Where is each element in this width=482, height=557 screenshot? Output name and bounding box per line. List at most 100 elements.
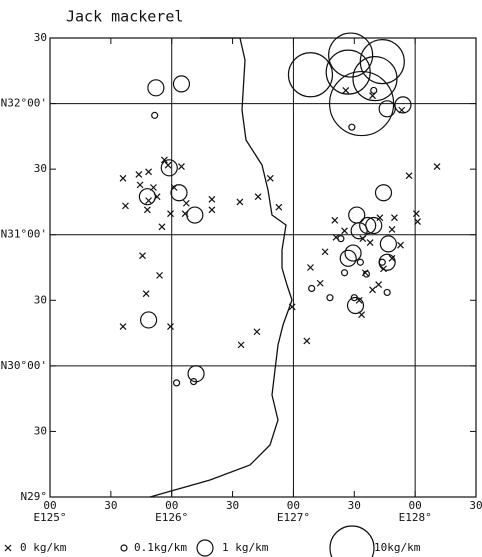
x-tick-label: 00 [43,499,56,512]
cross-marker [156,271,163,279]
cross-marker [388,254,396,262]
small-circle-marker [340,269,349,277]
cross-marker [275,203,283,211]
legend-label: 0.1kg/km [134,541,187,554]
circle-marker [378,253,396,271]
cross-marker [388,226,396,233]
circle-marker [147,79,165,97]
cross-marker [135,170,143,178]
x-tick-label: 30 [104,499,117,512]
circle-marker [196,539,214,557]
small-circle-marker [378,258,386,266]
circle-marker [339,249,357,267]
circle-marker [160,159,178,177]
legend-label: 10kg/km [374,541,421,554]
cross-marker [122,202,129,210]
x-tick-label: 30 [469,499,482,512]
circle-marker [139,311,158,329]
circle-marker [186,206,204,224]
large-circle-marker [328,32,374,78]
cross-marker [341,227,348,235]
cross-marker [160,156,168,164]
cross-marker [208,206,216,214]
cross-marker [321,248,329,256]
x-degree-label: E125° [33,511,66,524]
y-tick-label: 30 [34,293,47,306]
circle-marker [170,184,188,202]
cross-marker [139,252,146,260]
cross-marker [254,193,262,201]
x-degree-label: E126° [155,511,188,524]
small-circle-marker [337,235,345,243]
large-circle-marker [359,39,405,85]
large-circle-marker [325,49,371,95]
cross-marker [142,290,150,298]
small-circle-marker [326,294,334,302]
cross-marker [397,241,404,249]
large-circle-marker [328,70,395,137]
small-circle-marker [356,258,364,266]
x-tick-label: 30 [348,499,361,512]
circle-marker [187,365,205,383]
cross-marker [266,174,274,182]
cross-marker [405,172,413,180]
y-tick-label: 30 [34,162,47,175]
x-tick-label: 00 [287,499,300,512]
cross-marker [237,341,245,349]
legend-label: 1 kg/km [222,541,269,554]
cross-marker [167,210,174,218]
small-circle-marker [370,86,378,95]
y-tick-label: N29° [21,490,48,503]
cross-marker [376,214,384,222]
small-circle-marker [383,288,391,297]
circle-marker [378,100,396,118]
depth-contour [149,37,293,498]
x-degree-label: E128° [399,511,432,524]
cross-marker [369,286,376,294]
cross-marker [164,161,172,169]
circle-marker [350,222,368,240]
circle-marker [346,296,365,315]
circle-marker [379,235,397,253]
cross-marker [342,87,350,94]
cross-marker [307,264,314,271]
y-tick-label: 30 [34,31,47,44]
small-circle-marker [151,111,159,119]
cross-marker [4,544,12,552]
cross-marker [182,199,190,207]
chart-title: Jack mackerel [66,8,183,26]
y-tick-label: N30°00' [1,359,47,372]
cross-marker [178,163,185,170]
cross-marker [391,214,398,222]
circle-marker [374,184,393,202]
cross-marker [145,197,153,205]
circle-marker [359,216,377,235]
large-circle-marker [329,525,375,557]
y-tick-label: 30 [34,424,47,437]
cross-marker [412,210,420,218]
cross-marker [433,163,441,170]
y-tick-label: N31°00' [1,228,47,241]
x-tick-label: 30 [226,499,239,512]
small-circle-marker [172,379,181,387]
x-tick-label: 00 [165,499,178,512]
plot-frame [49,37,477,498]
small-circle-marker [308,284,316,293]
cross-marker [167,323,174,330]
small-circle-marker [362,270,371,278]
cross-marker [375,281,383,288]
cross-marker [119,323,127,330]
cross-marker [303,337,311,345]
cross-marker [236,198,244,206]
cross-marker [143,206,151,214]
cross-marker [414,218,422,226]
x-degree-label: E127° [277,511,310,524]
cross-marker [288,303,296,311]
circle-marker [344,244,362,262]
cross-marker [119,174,127,182]
small-circle-marker [348,123,356,131]
cross-marker [158,223,166,231]
small-circle-marker [120,544,128,552]
